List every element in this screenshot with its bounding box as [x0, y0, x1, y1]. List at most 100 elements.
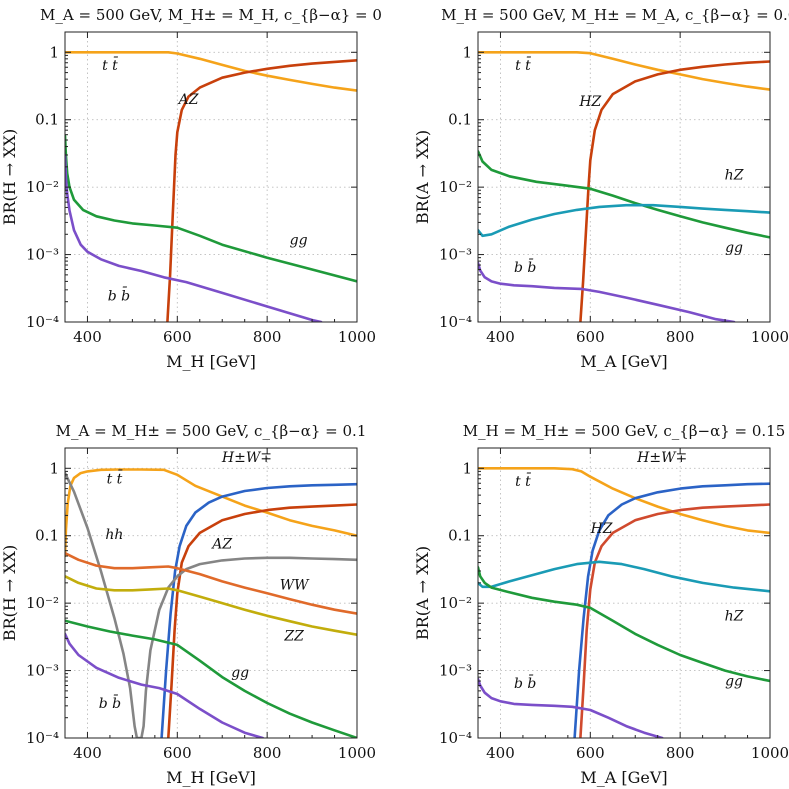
panel-top-right: 400 600 800 1000 10⁻⁴ 10⁻³ 10⁻² 0.1 1 M_H = 500 G…	[413, 6, 789, 371]
x-axis-label: M_H [GeV]	[166, 352, 256, 371]
y-tick-label: 1	[462, 459, 472, 477]
curve-label: HZ	[578, 94, 601, 110]
series-ww-line	[65, 551, 357, 615]
series-bb-line	[65, 632, 264, 738]
curve-label: H±W∓	[636, 450, 687, 466]
series-gg-line	[65, 619, 357, 738]
curve-label: WW	[280, 577, 310, 593]
y-tick-label: 0.1	[448, 111, 472, 129]
series-group	[478, 51, 770, 322]
curve-label: b b̄	[514, 674, 536, 692]
curve-label: AZ	[210, 536, 232, 552]
curve-label: hZ	[725, 609, 744, 625]
curve-label: H±W∓	[221, 450, 272, 466]
y-tick-label: 10⁻²	[26, 178, 59, 196]
x-tick-label: 1000	[338, 328, 376, 346]
grid	[65, 32, 358, 323]
y-tick-label: 10⁻²	[439, 178, 472, 196]
y-tick-label: 0.1	[35, 111, 59, 129]
series-gg-line	[65, 134, 357, 283]
series-gg-line	[478, 150, 770, 239]
y-axis-label: BR(A → XX)	[413, 546, 432, 640]
plot-frame	[64, 447, 358, 739]
x-tick-label: 600	[163, 744, 192, 762]
y-tick-label: 10⁻³	[26, 246, 59, 264]
curve-label: hZ	[725, 167, 744, 183]
panel-title: M_H = M_H± = 500 GeV, c_{β−α} = 0.15	[463, 422, 786, 440]
y-tick-label: 10⁻³	[439, 246, 472, 264]
series-bb-line	[478, 677, 664, 738]
y-tick-label: 1	[49, 43, 59, 61]
curve-label: gg	[725, 674, 743, 690]
series-zz-line	[65, 575, 357, 636]
x-tick-label: 400	[486, 744, 515, 762]
panel-bottom-left: 400 600 800 1000 10⁻⁴ 10⁻³ 10⁻² 0.1 1 M_A = M_H± …	[0, 422, 376, 787]
curve-label: t t̄	[515, 472, 532, 490]
x-axis-label: M_A [GeV]	[580, 352, 667, 371]
curve-label: gg	[231, 665, 249, 681]
y-axis-label: BR(A → XX)	[413, 130, 432, 224]
panel-title: M_A = M_H± = 500 GeV, c_{β−α} = 0.1	[56, 422, 367, 440]
series-hw-line	[573, 482, 770, 738]
curve-label: b b̄	[108, 286, 130, 304]
series-hw-line	[160, 482, 357, 738]
series-group	[65, 51, 357, 322]
series-hz-line	[478, 560, 770, 593]
grid	[478, 448, 771, 739]
x-tick-label: 400	[73, 328, 102, 346]
panel-title: M_A = 500 GeV, M_H± = M_H, c_{β−α} = 0	[40, 6, 382, 24]
curve-label: t t̄	[515, 56, 532, 74]
series-hz-line	[579, 60, 770, 322]
y-tick-label: 10⁻²	[26, 594, 59, 612]
series-bb-line	[478, 261, 736, 322]
curve-label: gg	[725, 240, 743, 256]
x-tick-label: 600	[576, 328, 605, 346]
curve-label: AZ	[177, 92, 199, 108]
plot-frame	[64, 31, 358, 323]
plot-frame	[477, 31, 771, 323]
series-group	[65, 468, 357, 738]
x-tick-label: 600	[576, 744, 605, 762]
series-az-line	[167, 503, 357, 738]
x-tick-label: 1000	[751, 744, 789, 762]
x-tick-label: 600	[163, 328, 192, 346]
series-tt-line	[478, 467, 770, 535]
series-hz-line	[478, 203, 770, 238]
x-tick-label: 800	[253, 744, 282, 762]
series-group	[478, 467, 770, 738]
curve-label: hh	[105, 527, 123, 543]
y-tick-label: 10⁻³	[26, 662, 59, 680]
series-bb-line	[65, 153, 323, 322]
curve-label: t t̄	[107, 469, 124, 487]
panel-bottom-right: 400 600 800 1000 10⁻⁴ 10⁻³ 10⁻² 0.1 1 M_H = M_H± …	[413, 422, 789, 787]
series-hz-line	[579, 503, 770, 738]
curve-label: b b̄	[514, 258, 536, 276]
y-tick-label: 0.1	[448, 527, 472, 545]
x-tick-label: 400	[486, 328, 515, 346]
x-tick-label: 1000	[338, 744, 376, 762]
series-gg-line	[478, 566, 770, 683]
series-az-line	[166, 59, 357, 322]
curve-label: ZZ	[283, 628, 304, 644]
panel-title: M_H = 500 GeV, M_H± = M_A, c_{β−α} = 0.0…	[441, 6, 789, 24]
curve-label: b b̄	[99, 694, 121, 712]
y-tick-label: 10⁻⁴	[26, 729, 59, 747]
curve-label: t t̄	[102, 56, 119, 74]
y-tick-label: 10⁻²	[439, 594, 472, 612]
curve-label: gg	[290, 233, 308, 249]
y-tick-label: 0.1	[35, 527, 59, 545]
y-tick-label: 10⁻³	[439, 662, 472, 680]
x-tick-label: 800	[666, 328, 695, 346]
series-hh-line	[65, 471, 357, 738]
y-tick-label: 10⁻⁴	[439, 313, 472, 331]
curve-label: HZ	[590, 521, 613, 537]
y-tick-label: 10⁻⁴	[439, 729, 472, 747]
x-tick-label: 400	[73, 744, 102, 762]
series-tt-line	[478, 51, 770, 91]
y-tick-label: 10⁻⁴	[26, 313, 59, 331]
y-axis-label: BR(H → XX)	[0, 129, 19, 226]
x-axis-label: M_A [GeV]	[580, 768, 667, 787]
x-tick-label: 800	[666, 744, 695, 762]
panel-top-left: 400 600 800 1000 10⁻⁴ 10⁻³ 10⁻² 0.1 1 M_A = 500 G…	[0, 6, 382, 371]
